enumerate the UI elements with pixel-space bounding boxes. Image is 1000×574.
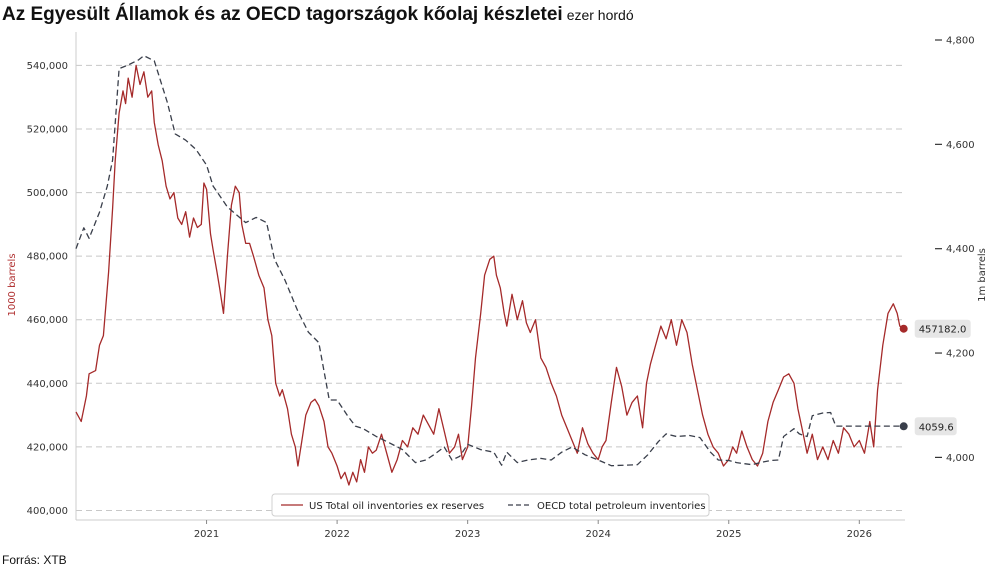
x-axis: 2021 2022 2023 2024 2025 2026 [76,519,905,540]
y-right-tick-label: 4,800 [946,36,975,47]
legend: US Total oil inventories ex reserves OEC… [271,493,710,517]
y-axis-left-label: 1000 barrels [7,253,18,316]
legend-label-us: US Total oil inventories ex reserves [309,501,484,512]
y-left-tick-label: 540,000 [27,61,68,72]
series-layer [75,55,908,486]
y-right-tick-label: 4,600 [946,140,975,151]
source-note: Forrás: XTB [2,553,67,567]
y-left-tick-label: 520,000 [27,125,68,136]
x-tick-label: 2025 [716,529,741,540]
value-badge-oecd-text: 4059.6 [919,422,954,433]
grid-lines [76,64,905,511]
value-badge-us [914,319,971,338]
value-badge-us-text: 457182.0 [919,325,967,336]
last-point-us [899,324,908,333]
legend-box [271,493,710,517]
x-tick-label: 2026 [847,529,872,540]
x-tick-label: 2022 [324,529,349,540]
y-left-tick-label: 480,000 [27,252,68,263]
value-badges: 457182.0 4059.6 [914,319,971,436]
chart-title: Az Egyesült Államok és az OECD tagország… [2,4,563,25]
y-left-tick-label: 460,000 [27,315,68,326]
last-point-oecd [899,422,908,431]
y-left-tick-label: 420,000 [27,442,68,453]
y-left-tick-label: 500,000 [27,188,68,199]
x-tick-label: 2021 [194,529,219,540]
left-axis: 400,000 420,000 440,000 460,000 480,000 500,0… [27,32,77,520]
x-tick-label: 2023 [455,529,480,540]
chart-title-block: Az Egyesült Államok és az OECD tagország… [2,4,634,26]
y-left-tick-label: 400,000 [27,506,68,517]
y-right-tick-label: 4,200 [946,349,975,360]
x-tick-label: 2024 [585,529,610,540]
chart-unit: ezer hordó [566,7,634,23]
series-line-us [75,64,905,486]
y-left-tick-label: 440,000 [27,379,68,390]
right-axis: 4,000 4,200 4,400 4,600 4,800 [935,36,975,464]
value-badge-oecd [914,417,957,436]
y-axis-right-label: 1m barrels [977,248,988,302]
y-right-tick-label: 4,400 [946,244,975,255]
y-right-tick-label: 4,000 [946,453,975,464]
legend-label-oecd: OECD total petroleum inventories [537,501,706,512]
